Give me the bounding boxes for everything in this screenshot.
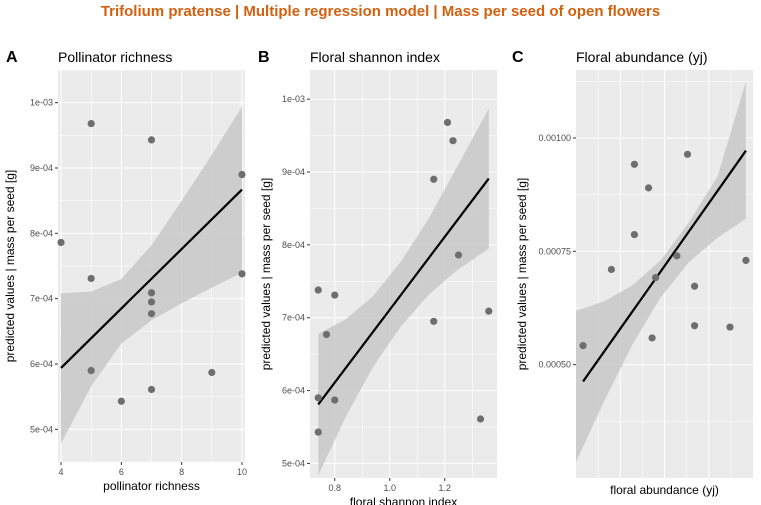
y-tick-label: 1e-03: [282, 94, 305, 104]
y-tick-label: 8e-04: [30, 228, 53, 238]
data-point: [652, 274, 660, 282]
data-point: [314, 394, 322, 402]
data-point: [430, 175, 438, 183]
panel-b: 5e-04 6e-04 7e-04 8e-04 9e-04 1e-03 0.8 1.0 1.2 B…: [258, 49, 497, 505]
y-tick-label: 6e-04: [30, 359, 53, 369]
x-tick-label: 10: [237, 467, 247, 477]
data-point: [147, 136, 156, 144]
y-tick-label: 7e-04: [282, 313, 305, 323]
y-tick-label: 7e-04: [30, 294, 53, 304]
data-point: [117, 397, 125, 405]
confidence-band: [61, 106, 242, 444]
data-point: [690, 322, 699, 330]
data-point: [476, 415, 485, 423]
data-point: [690, 282, 699, 290]
y-tick-label: 1e-03: [30, 98, 53, 108]
panel-title: Pollinator richness: [58, 49, 172, 65]
x-tick-label: 6: [119, 467, 124, 477]
data-point: [579, 342, 587, 350]
panel-tag: C: [512, 49, 524, 66]
y-tick-label: 5e-04: [30, 424, 53, 434]
data-point: [57, 238, 65, 247]
data-point: [314, 428, 322, 436]
panel-title: Floral shannon index: [310, 49, 440, 65]
data-point: [87, 366, 95, 375]
data-point: [630, 230, 639, 239]
data-point: [485, 307, 493, 315]
data-point: [147, 289, 156, 297]
data-point: [331, 396, 339, 404]
y-tick-label: 8e-04: [282, 240, 305, 250]
data-point: [238, 170, 246, 179]
data-point: [208, 368, 216, 377]
y-axis-label: predicted values | mass per seed [g]: [259, 178, 273, 371]
data-point: [331, 291, 339, 299]
data-point: [87, 274, 95, 283]
regression-line: [582, 150, 747, 383]
y-tick-label: 0.00100: [538, 133, 571, 143]
x-tick-label: 0.8: [328, 483, 341, 493]
y-tick-label: 6e-04: [282, 386, 305, 396]
data-point: [607, 265, 616, 274]
x-tick-label: 8: [179, 467, 184, 477]
panel-tag: A: [6, 49, 18, 66]
y-tick-label: 5e-04: [282, 458, 305, 468]
data-point: [147, 298, 156, 306]
x-tick-label: 1.0: [383, 483, 396, 493]
data-point: [147, 310, 156, 318]
data-point: [87, 119, 95, 128]
data-point: [644, 184, 653, 192]
x-tick-label: 1.2: [438, 483, 451, 493]
panel-a: 5e-04 6e-04 7e-04 8e-04 9e-04 1e-03 4 6 8 10 A Poll…: [3, 49, 247, 493]
panel-tag: B: [258, 49, 270, 66]
regression-line: [317, 177, 490, 406]
panel-c: 0.00050 0.00075 0.00100 C Floral abundance (…: [512, 49, 753, 497]
figure-title: Trifolium pratense | Multiple regression…: [100, 3, 661, 20]
y-axis-label: predicted values | mass per seed [g]: [515, 178, 529, 371]
x-axis-label: floral abundance (yj): [610, 483, 719, 497]
data-point: [430, 317, 438, 325]
data-point: [673, 252, 681, 260]
regression-line: [60, 188, 243, 369]
data-point: [443, 118, 452, 127]
data-point: [726, 323, 734, 331]
data-point: [449, 137, 457, 145]
x-axis-label: pollinator richness: [103, 479, 200, 493]
data-point: [742, 256, 750, 264]
data-point: [322, 330, 331, 339]
x-axis-label: floral shannon index: [350, 495, 457, 505]
x-tick-label: 4: [59, 467, 64, 477]
y-axis-label: predicted values | mass per seed [g]: [3, 170, 17, 363]
data-point: [314, 286, 322, 294]
data-point: [454, 251, 463, 259]
y-tick-label: 0.00050: [538, 360, 571, 370]
data-point: [648, 334, 656, 342]
data-point: [238, 270, 246, 278]
data-point: [630, 160, 639, 168]
y-tick-label: 0.00075: [538, 246, 571, 256]
y-tick-label: 9e-04: [30, 163, 53, 173]
data-point: [683, 150, 692, 158]
y-tick-label: 9e-04: [282, 167, 305, 177]
panel-title: Floral abundance (yj): [576, 49, 708, 65]
data-point: [147, 385, 156, 394]
